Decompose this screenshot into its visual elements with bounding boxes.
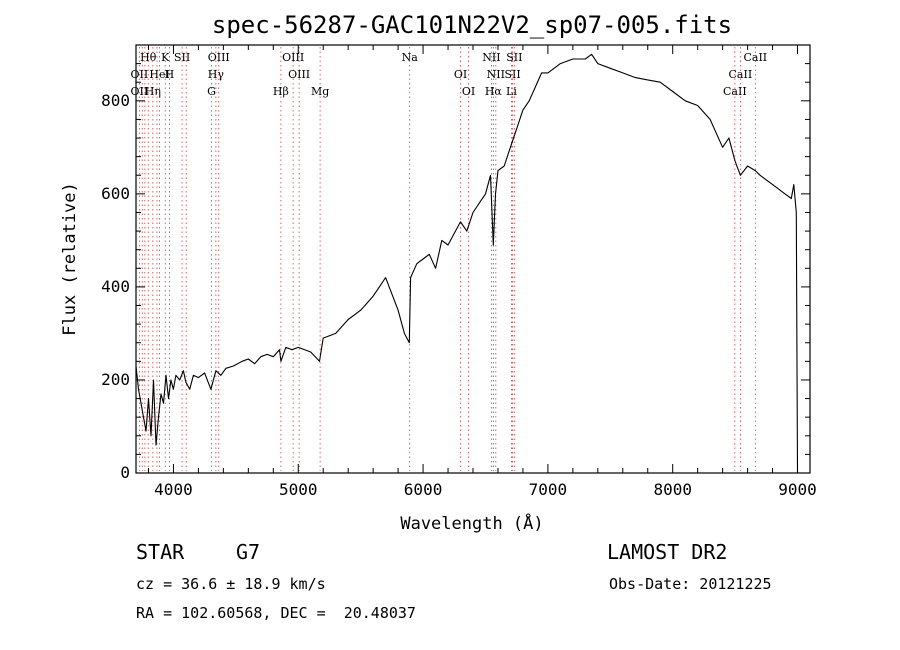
spectral-line-label: G — [207, 85, 216, 98]
survey-name: LAMOST DR2 — [607, 540, 728, 564]
observation-date: Obs-Date: 20121225 — [609, 575, 772, 593]
subclass: G7 — [236, 540, 261, 564]
redshift-text: cz = 36.6 ± 18.9 km/s — [136, 575, 326, 593]
spectral-line-label: OIII — [208, 51, 230, 64]
spectral-line-label: Hα — [485, 85, 503, 98]
x-tick-label: 4000 — [154, 480, 193, 499]
x-tick-label: 7000 — [529, 480, 568, 499]
x-axis: 4000 5000 6000 7000 8000 9000 — [147, 45, 817, 499]
spectral-line-label: K — [161, 51, 170, 64]
chart-title: spec-56287-GAC101N22V2_sp07-005.fits — [212, 11, 732, 39]
spectral-line-label: Hη — [145, 85, 161, 98]
y-tick-label: 0 — [120, 463, 130, 482]
x-tick-label: 5000 — [279, 480, 318, 499]
spectral-line-label: SII — [174, 51, 190, 64]
spectral-line-label: SII — [506, 51, 522, 64]
spectral-line-label: OI — [462, 85, 475, 98]
spectrum-line — [135, 53, 799, 474]
y-axis-label: Flux (relative) — [60, 182, 80, 336]
spectral-line-label: Na — [402, 51, 419, 64]
x-tick-label: 6000 — [404, 480, 443, 499]
spectral-line-label: CaII — [723, 85, 747, 98]
spectral-line-label: NII — [487, 68, 505, 81]
spectral-line-label: H — [165, 68, 175, 81]
spectral-line-label: CaII — [729, 68, 753, 81]
marker-lines — [138, 47, 756, 471]
spectral-line-label: Hβ — [273, 85, 289, 98]
spectral-line-label: OI — [454, 68, 467, 81]
spectral-line-label: OIII — [282, 51, 304, 64]
x-tick-label: 8000 — [653, 480, 692, 499]
object-class: STAR — [136, 540, 185, 564]
coordinates-text: RA = 102.60568, DEC = 20.48037 — [136, 604, 416, 622]
line-labels: HθOIIOIIKHeIHηSIIHGOIIIHγHβOIIIOIIIMgNaO… — [131, 51, 768, 98]
x-tick-label: 9000 — [778, 480, 817, 499]
spectral-line-label: CaII — [743, 51, 767, 64]
spectral-line-label: OII — [131, 68, 149, 81]
spectral-line-label: Hθ — [140, 51, 157, 64]
plot-frame — [135, 44, 811, 474]
y-tick-label: 800 — [101, 91, 130, 110]
x-axis-label: Wavelength (Å) — [400, 512, 543, 534]
spectral-line-label: Li — [506, 85, 517, 98]
y-tick-label: 200 — [101, 370, 130, 389]
spectral-line-label: Mg — [311, 85, 329, 98]
series-group — [135, 53, 799, 474]
spectral-line-label: Hγ — [208, 68, 225, 81]
y-tick-label: 400 — [101, 277, 130, 296]
spectral-line-label: OII — [131, 85, 149, 98]
y-axis: 0 200 400 600 800 — [101, 63, 810, 482]
spectral-line-label: NII — [482, 51, 500, 64]
y-tick-label: 600 — [101, 184, 130, 203]
spectral-line-label: SII — [504, 68, 520, 81]
spectral-line-label: OIII — [288, 68, 310, 81]
spectral-line-label: HeI — [149, 68, 169, 81]
